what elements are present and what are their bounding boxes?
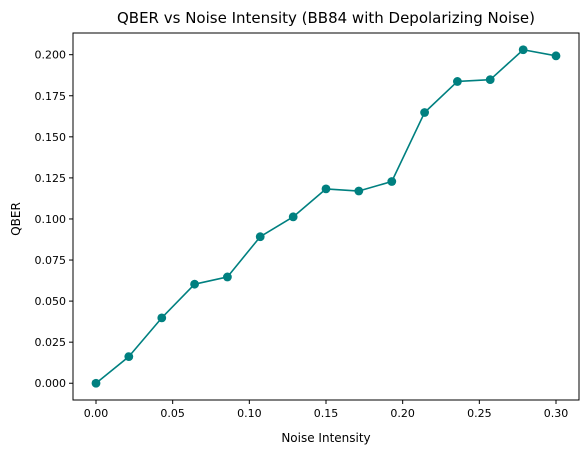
x-tick-label: 0.05 [160,407,185,420]
chart-title: QBER vs Noise Intensity (BB84 with Depol… [117,9,535,27]
y-axis-label: QBER [9,202,23,236]
y-tick-label: 0.125 [35,172,67,185]
axes-frame [72,32,580,401]
data-point [157,313,167,323]
series-layer [91,45,561,388]
y-tick-label: 0.000 [35,377,67,390]
data-point [321,184,331,194]
x-tick-label: 0.00 [84,407,109,420]
x-tick-label: 0.15 [314,407,339,420]
y-axis-ticks: 0.000 0.025 0.050 0.075 0.100 0.125 0.150 0.175… [35,49,73,390]
y-tick-label: 0.075 [35,254,67,267]
x-tick-label: 0.25 [467,407,492,420]
x-tick-label: 0.30 [544,407,569,420]
data-point [485,75,495,85]
data-point [124,352,134,362]
data-point [420,108,429,117]
data-point [387,177,397,186]
x-axis-label: Noise Intensity [281,431,370,445]
data-point [288,212,298,222]
y-tick-label: 0.025 [35,336,67,349]
data-point [190,279,199,289]
data-point [255,232,265,242]
data-point [91,378,101,388]
x-tick-label: 0.10 [237,407,262,420]
y-tick-label: 0.100 [35,213,67,226]
x-tick-label: 0.20 [390,407,415,420]
y-tick-label: 0.200 [35,49,67,62]
y-tick-label: 0.175 [35,90,67,103]
data-point [453,77,462,86]
x-axis-ticks: 0.00 0.05 0.10 0.15 0.20 0.25 0.30 [84,400,569,420]
y-tick-label: 0.050 [35,295,67,308]
y-tick-label: 0.150 [35,131,67,144]
data-point [518,45,528,55]
data-point [354,186,364,196]
data-point [223,272,232,282]
data-point [551,51,561,61]
